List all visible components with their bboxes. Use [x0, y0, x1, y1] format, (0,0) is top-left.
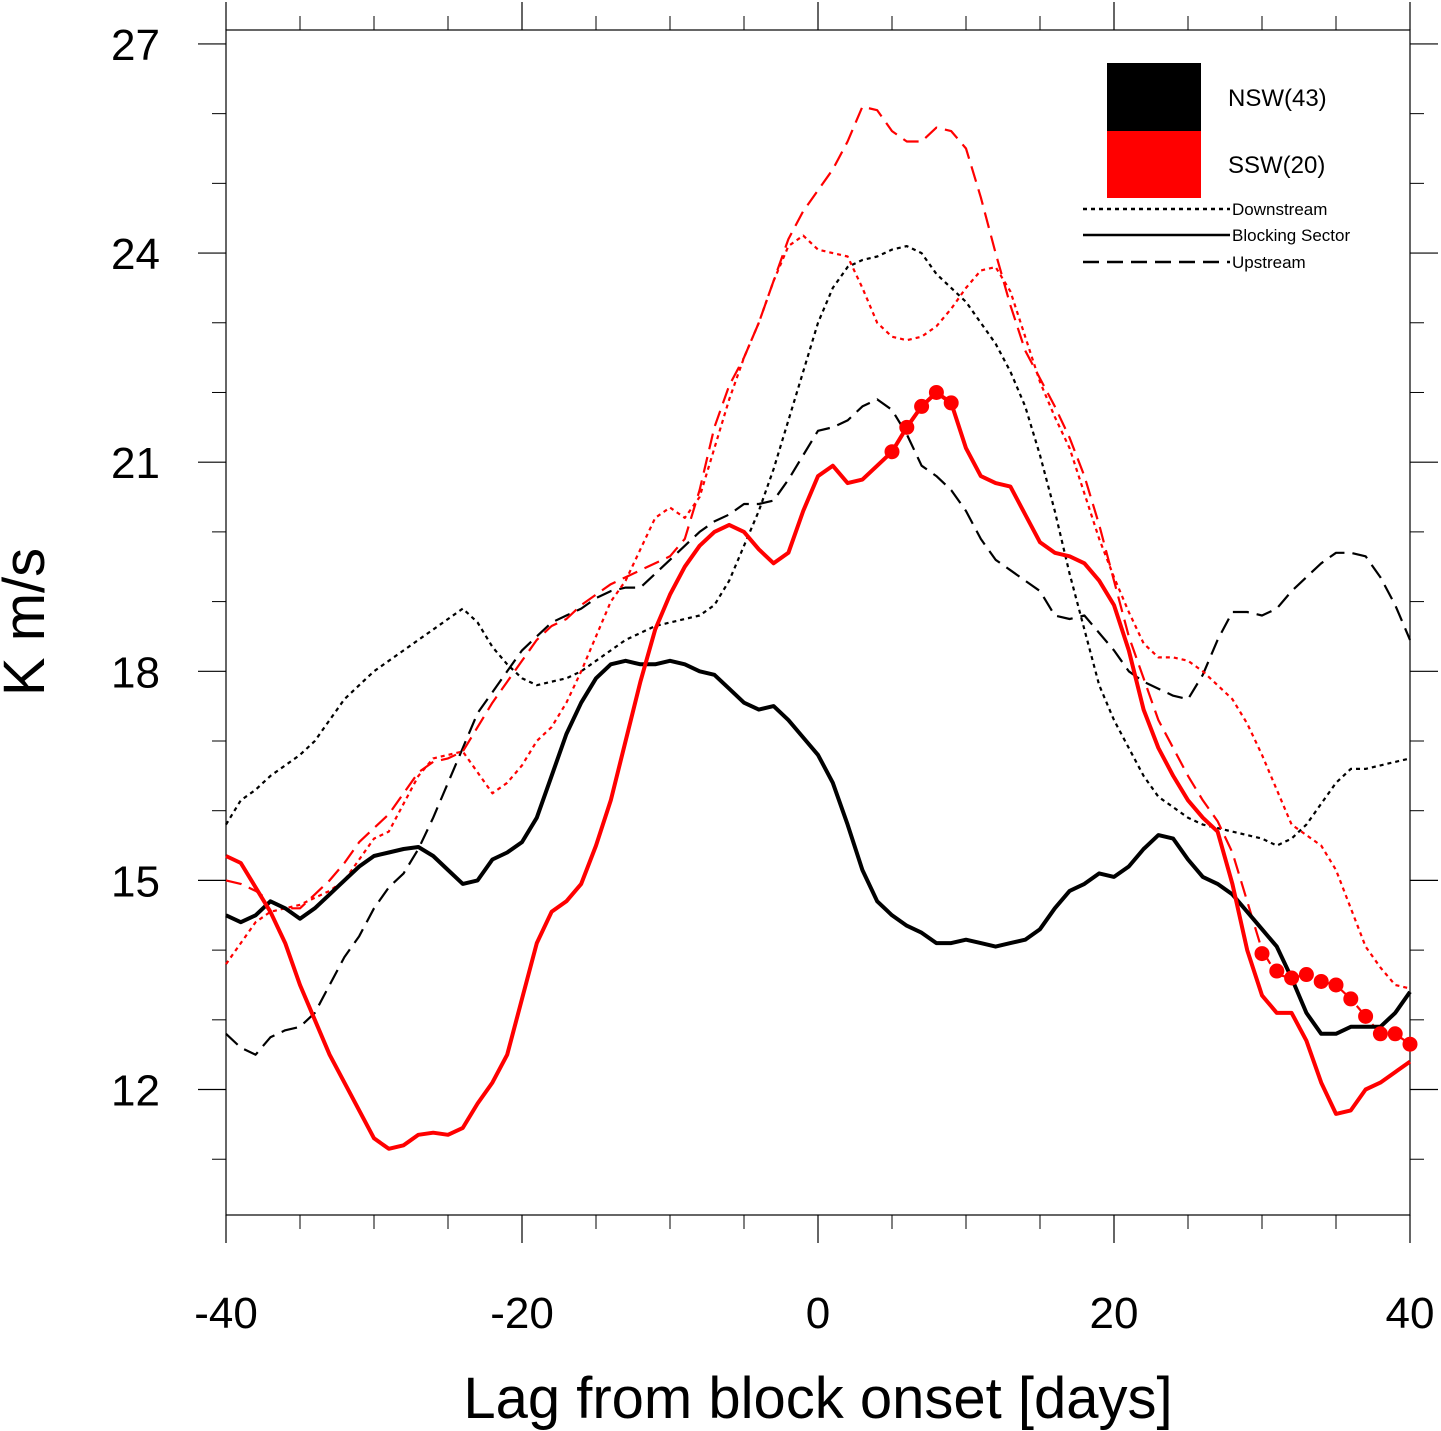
legend-label-blocking-sector: Blocking Sector — [1232, 226, 1350, 245]
series-line-nsw-43-upstream — [225, 398, 1412, 1056]
y-axis-title: K m/s — [0, 548, 57, 696]
y-tick-label: 21 — [111, 439, 160, 488]
significance-marker-ssw-20-blocking-sector — [1269, 963, 1285, 979]
legend-swatch-nsw — [1107, 63, 1201, 131]
y-tick-label: 15 — [111, 857, 160, 906]
significance-marker-ssw-20-blocking-sector — [1298, 967, 1314, 983]
y-tick-label: 18 — [111, 648, 160, 697]
y-tick-label: 24 — [111, 230, 160, 279]
axes-layer: -40 -20 0 20 40 12 15 18 21 24 27 — [111, 2, 1438, 1338]
significance-marker-ssw-20-blocking-sector — [1387, 1026, 1403, 1042]
legend-label-ssw: SSW(20) — [1228, 152, 1325, 179]
y-tick-label: 12 — [111, 1067, 160, 1116]
legend-label-nsw: NSW(43) — [1228, 85, 1327, 112]
significance-marker-ssw-20-blocking-sector — [1343, 991, 1359, 1007]
legend-swatch-ssw — [1107, 131, 1201, 198]
x-tick-label: 40 — [1386, 1289, 1435, 1338]
series-layer — [225, 105, 1418, 1151]
legend: NSW(43) SSW(20) Downstream Blocking Sect… — [1083, 63, 1350, 272]
significance-marker-ssw-20-blocking-sector — [914, 398, 930, 414]
significance-marker-ssw-20-blocking-sector — [1254, 946, 1270, 962]
legend-label-downstream: Downstream — [1232, 200, 1327, 219]
series-line-nsw-43-blocking-sector — [225, 658, 1412, 1036]
significance-marker-ssw-20-blocking-sector — [1313, 973, 1329, 989]
series-line-ssw-20-downstream — [225, 234, 1411, 990]
legend-label-upstream: Upstream — [1232, 253, 1306, 272]
significance-marker-ssw-20-blocking-sector — [943, 395, 959, 411]
x-tick-label: 20 — [1090, 1289, 1139, 1338]
series-line-ssw-20-blocking-sector — [225, 390, 1412, 1151]
significance-marker-ssw-20-blocking-sector — [928, 384, 944, 400]
x-tick-label: -20 — [490, 1289, 554, 1338]
significance-marker-ssw-20-blocking-sector — [1284, 970, 1300, 986]
x-axis-title: Lag from block onset [days] — [463, 1366, 1172, 1431]
significance-marker-ssw-20-blocking-sector — [1402, 1036, 1418, 1052]
x-tick-label: -40 — [194, 1289, 258, 1338]
significance-marker-ssw-20-blocking-sector — [1372, 1026, 1388, 1042]
series-line-ssw-20-upstream — [225, 105, 1411, 1046]
x-tick-label: 0 — [806, 1289, 830, 1338]
significance-marker-ssw-20-blocking-sector — [884, 444, 900, 460]
significance-marker-ssw-20-blocking-sector — [1328, 977, 1344, 993]
significance-marker-ssw-20-blocking-sector — [1358, 1008, 1374, 1024]
significance-marker-ssw-20-blocking-sector — [899, 419, 915, 435]
y-tick-label: 27 — [111, 21, 160, 70]
